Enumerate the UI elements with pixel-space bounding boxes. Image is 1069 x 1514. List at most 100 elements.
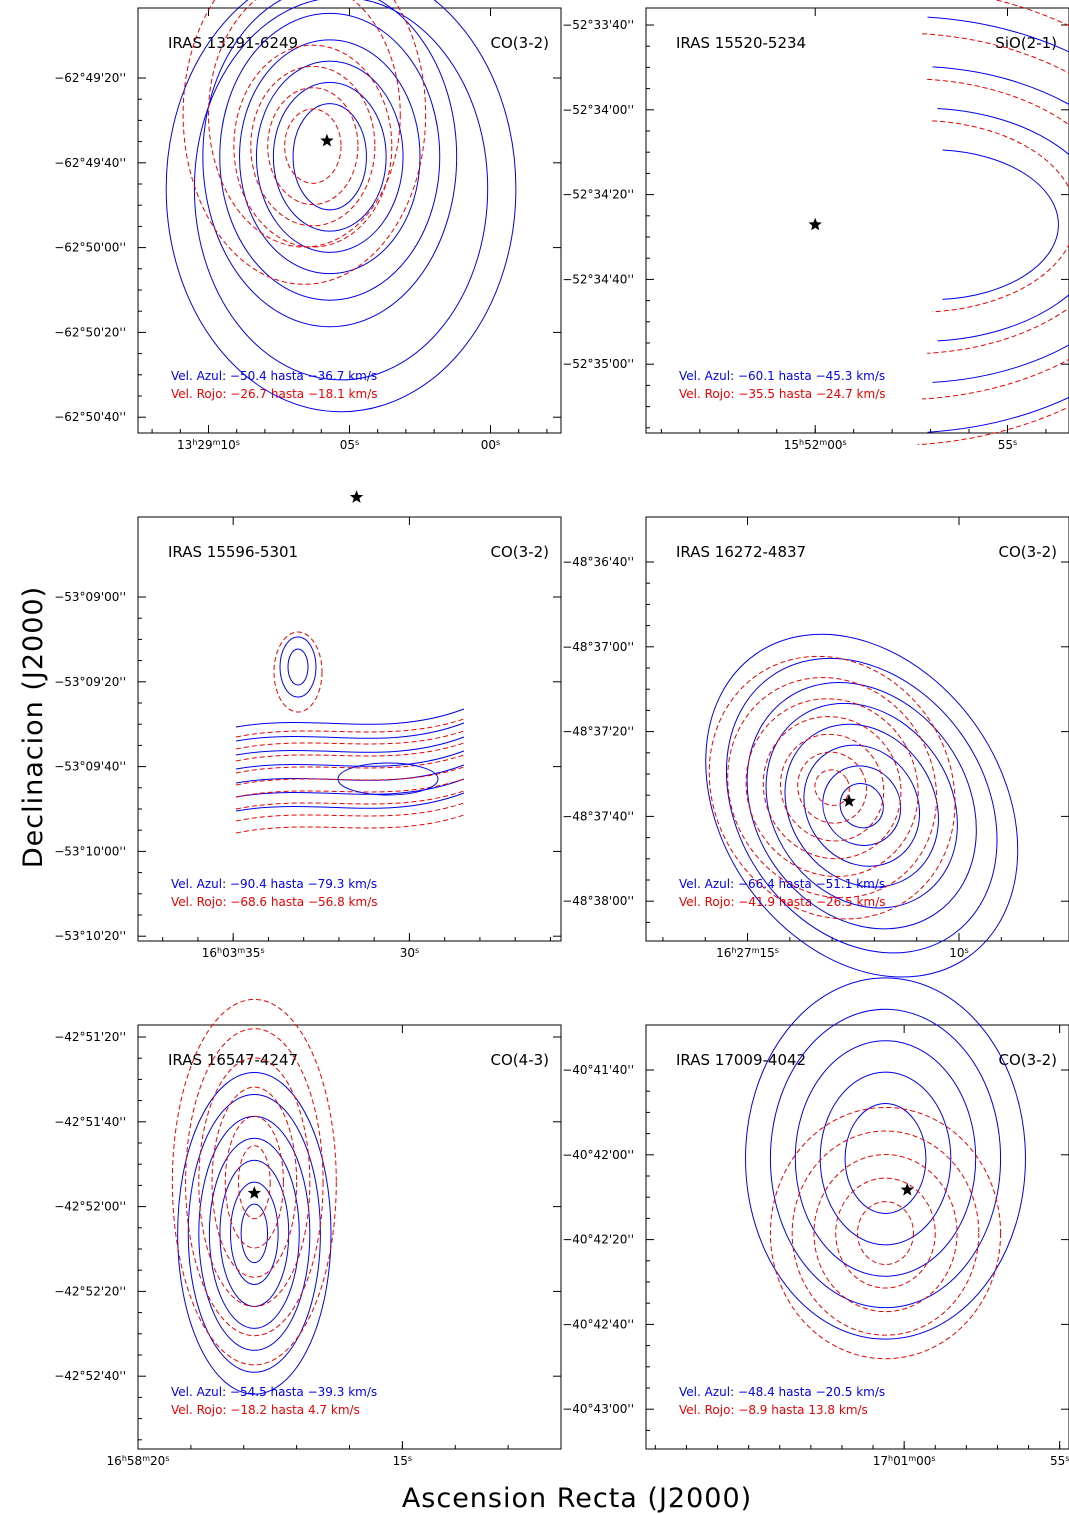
y-tick-label: −42°52'00'' [54,1200,126,1214]
red-contour [932,120,1069,313]
panel-frame [645,516,1069,942]
y-tick-label: −42°51'40'' [54,1115,126,1129]
blue-contour [819,1071,952,1246]
source-name: IRAS 15596-5301 [168,543,298,561]
blue-contour [235,708,465,728]
red-velocity-range: Vel. Rojo: −35.5 hasta −24.7 km/s [679,387,886,401]
y-tick-label: −53°09'00'' [54,590,126,604]
y-tick-label: −53°10'00'' [54,844,126,858]
red-contour [813,1154,958,1313]
y-tick-label: −52°33'40'' [562,18,634,32]
y-tick-label: −48°38'00'' [562,894,634,908]
star-marker-icon [349,490,364,503]
blue-contour [208,1137,300,1329]
y-tick-label: −48°36'40'' [562,555,634,569]
x-tick-label: 13h29m10s [177,438,240,453]
panel-1: −62°49'20'' −62°49'40'' −62°50'00'' −62°50'… [54,0,562,453]
y-tick-label: −62°50'00'' [54,241,126,255]
blue-contour [193,0,489,381]
red-contour [235,754,465,774]
red-contour [235,766,465,786]
blue-contour [240,1203,269,1264]
panel-frame [137,516,562,942]
x-tick-label: 00s [481,438,500,453]
panel-2: −52°33'40'' −52°34'00'' −52°34'20'' −52°34'… [562,0,1069,452]
y-tick-label: −42°52'40'' [54,1369,126,1383]
red-contour [233,44,393,248]
red-contour [235,790,465,810]
blue-contour [746,682,977,930]
red-contour [224,1115,284,1249]
panel-6: −40°41'40'' −40°42'00'' −40°42'20'' −40°42'… [562,977,1069,1469]
red-contour [917,0,1069,446]
red-contour [235,742,465,762]
blue-contour [745,977,1026,1340]
red-contour [922,33,1069,400]
blue-contour [219,12,441,301]
source-name: IRAS 15520-5234 [676,34,806,52]
blue-contour [279,636,317,698]
blue-contour [927,16,1069,433]
blue-contour [784,723,939,888]
red-velocity-range: Vel. Rojo: −8.9 hasta 13.8 km/s [679,1403,868,1417]
blue-contour [337,762,439,796]
red-contour [237,1145,271,1220]
red-velocity-range: Vel. Rojo: −68.6 hasta −56.8 km/s [171,895,378,909]
y-tick-label: −53°09'40'' [54,760,126,774]
red-contour [250,65,376,227]
red-contour [235,730,465,750]
x-tick-label: 15h52m00s [784,438,847,453]
red-contour [235,778,465,798]
y-tick-label: −62°49'40'' [54,156,126,170]
y-tick-label: −52°34'20'' [562,188,634,202]
star-marker-icon [808,217,822,231]
blue-contour [235,792,465,812]
red-velocity-range: Vel. Rojo: −26.7 hasta −18.1 km/s [171,387,378,401]
source-name: IRAS 17009-4042 [676,1051,806,1069]
blue-contour [255,60,404,253]
star-marker-icon [900,1182,914,1196]
panel-5: −42°51'20'' −42°51'40'' −42°52'00'' −42°52'… [54,998,562,1468]
red-contour [208,0,401,248]
blue-contour [165,0,517,413]
blue-contour [230,1181,279,1286]
x-tick-label: 17h01m00s [873,1454,936,1469]
y-tick-label: −40°42'40'' [562,1317,634,1331]
blue-contour [725,657,998,954]
blue-contour [844,1103,927,1214]
y-tick-label: −40°42'20'' [562,1233,634,1247]
x-tick-label: 55s [998,438,1017,453]
x-tick-label: 30s [400,946,419,961]
red-contour [211,1086,298,1278]
blue-contour [272,81,387,232]
x-tick-label: 16h03m35s [202,946,265,961]
y-tick-label: −48°37'40'' [562,809,634,823]
line-name: CO(4-3) [491,1051,549,1069]
panel-4: −48°36'40'' −48°37'00'' −48°37'20'' −48°37'… [562,516,1069,978]
blue-contour [822,765,902,846]
red-contour [791,1130,980,1336]
blue-contour [705,633,1019,978]
blue-velocity-range: Vel. Azul: −54.5 hasta −39.3 km/s [171,1385,377,1399]
blue-velocity-range: Vel. Azul: −50.4 hasta −36.7 km/s [171,369,377,383]
blue-contour [292,103,367,211]
panel-frame [645,1024,1069,1450]
red-contour [814,769,850,806]
y-tick-label: −48°37'20'' [562,725,634,739]
red-contour [835,1177,936,1289]
blue-velocity-range: Vel. Azul: −90.4 hasta −79.3 km/s [171,877,377,891]
source-name: IRAS 16272-4837 [676,543,806,561]
y-tick-label: −62°50'20'' [54,325,126,339]
panel-frame [645,7,1069,434]
blue-contour [202,0,458,328]
blue-contour [803,744,921,867]
red-contour [727,677,938,899]
source-name: IRAS 16547-4247 [168,1051,298,1069]
y-tick-label: −52°34'00'' [562,103,634,117]
x-tick-label: 05s [340,438,359,453]
blue-contour [932,66,1069,383]
red-contour [857,1201,914,1265]
y-tick-label: −62°49'20'' [54,71,126,85]
star-marker-icon [320,133,334,147]
